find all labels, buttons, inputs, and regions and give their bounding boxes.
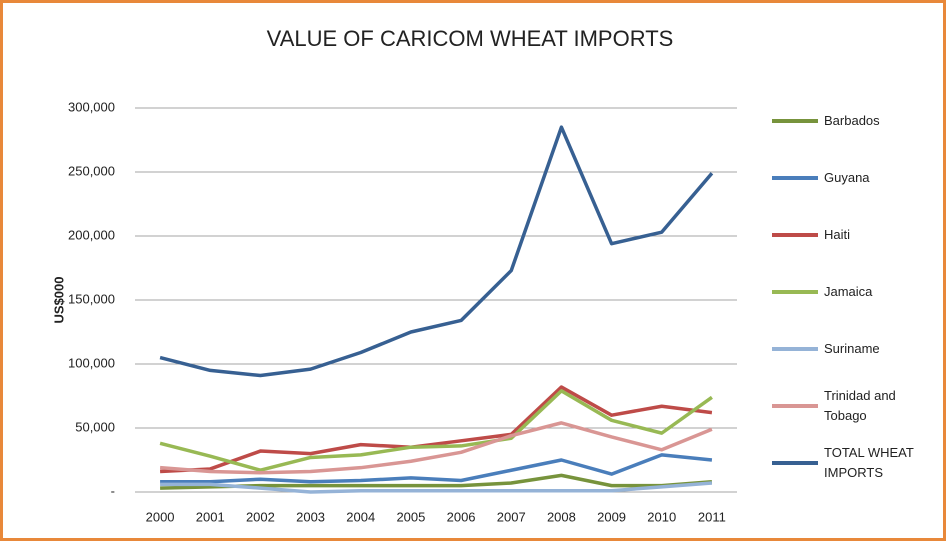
legend-item: Barbados	[772, 92, 942, 149]
y-tick-label: 150,000	[68, 291, 115, 306]
y-tick-label: 200,000	[68, 227, 115, 242]
series-line	[160, 481, 713, 494]
legend-swatch	[772, 403, 818, 408]
chart-title: VALUE OF CARICOM WHEAT IMPORTS	[267, 26, 674, 51]
series-line	[159, 125, 714, 378]
x-tick-label: 2009	[597, 509, 626, 524]
legend-label: Haiti	[824, 226, 851, 242]
y-tick-label: 300,000	[68, 99, 115, 114]
legend-item: TOTAL WHEAT IMPORTS	[772, 434, 942, 491]
x-tick-label: 2004	[346, 509, 375, 524]
x-tick-label: 2005	[396, 509, 425, 524]
legend-swatch	[772, 289, 818, 294]
legend-item: Haiti	[772, 206, 942, 263]
legend-item: Suriname	[772, 320, 942, 377]
legend-label: Guyana	[824, 169, 870, 185]
series-line	[159, 389, 713, 472]
x-tick-label: 2002	[246, 509, 275, 524]
y-axis-label: US$000	[51, 277, 66, 324]
legend: Barbados Guyana Haiti Jamaica Suriname Trinid…	[772, 92, 942, 491]
x-tick-label: 2001	[196, 509, 225, 524]
legend-swatch	[772, 460, 818, 465]
legend-swatch	[772, 346, 818, 351]
legend-item: Trinidad and Tobago	[772, 377, 942, 434]
x-tick-label: 2010	[647, 509, 676, 524]
y-tick-label: 250,000	[68, 163, 115, 178]
series-line	[159, 421, 713, 475]
legend-label: Jamaica	[824, 283, 873, 299]
legend-swatch	[772, 118, 818, 123]
y-tick-label: 100,000	[68, 355, 115, 370]
y-tick-label: 50,000	[75, 419, 115, 434]
x-tick-label: 2000	[146, 509, 175, 524]
legend-label: Barbados	[824, 112, 880, 128]
legend-label: Trinidad and Tobago	[824, 387, 896, 423]
x-tick-label: 2011	[698, 509, 726, 524]
series-line	[160, 453, 713, 484]
legend-swatch	[772, 232, 818, 237]
legend-item: Jamaica	[772, 263, 942, 320]
x-tick-label: 2007	[497, 509, 526, 524]
legend-label: Suriname	[824, 340, 880, 356]
legend-item: Guyana	[772, 149, 942, 206]
legend-label: TOTAL WHEAT IMPORTS	[824, 444, 914, 480]
x-tick-label: 2008	[547, 509, 576, 524]
x-tick-label: 2006	[447, 509, 476, 524]
legend-swatch	[772, 175, 818, 180]
x-tick-label: 2003	[296, 509, 325, 524]
series-line	[159, 385, 713, 474]
y-tick-label: -	[111, 483, 115, 498]
